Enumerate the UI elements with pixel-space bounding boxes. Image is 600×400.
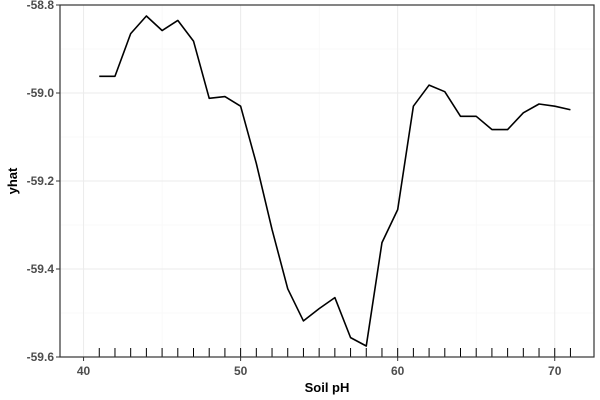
y-axis-title: yhat <box>5 167 20 194</box>
x-tick-label: 40 <box>77 364 91 378</box>
x-axis: 40 50 60 70 <box>77 357 562 378</box>
series-line <box>99 15 571 347</box>
series-layer <box>99 15 571 347</box>
x-axis-title: Soil pH <box>305 380 350 395</box>
y-tick-label: -58.8 <box>27 0 55 12</box>
x-tick-label: 60 <box>391 364 405 378</box>
y-tick-label: -59.4 <box>27 262 55 276</box>
y-tick-label: -59.0 <box>27 86 55 100</box>
y-tick-label: -59.6 <box>27 350 55 364</box>
y-tick-label: -59.2 <box>27 174 55 188</box>
y-axis: -59.6 -59.4 -59.2 -59.0 -58.8 <box>27 0 60 364</box>
rug-layer <box>98 348 571 357</box>
x-tick-label: 50 <box>234 364 248 378</box>
x-tick-label: 70 <box>548 364 562 378</box>
